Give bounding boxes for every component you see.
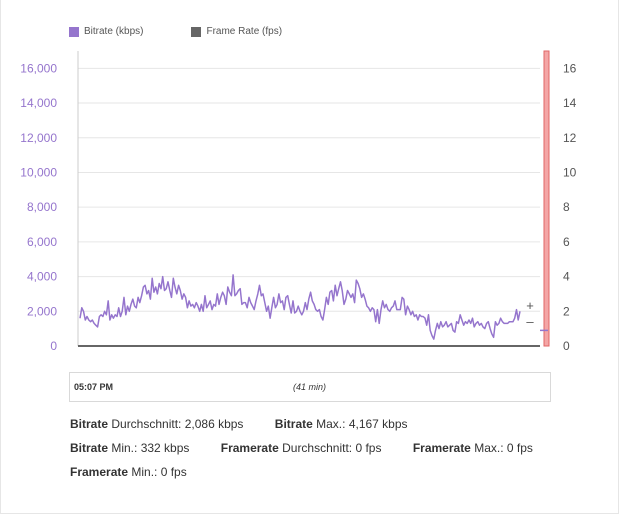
y-right-tick-label: 14 [563,96,577,110]
y-left-tick-label: 10,000 [20,165,57,179]
y-left-tick-label: 4,000 [27,270,57,284]
stat-value: 0 fps [160,465,187,479]
stat-key: Bitrate [70,417,109,431]
timeline-start-time: 05:07 PM [74,382,114,392]
legend-item-framerate[interactable]: Frame Rate (fps) [191,26,282,37]
stat-key: Bitrate [70,441,109,455]
stat-label: Max.: [312,417,349,431]
stat-bitrate-max: Bitrate Max.: 4,167 kbps [275,416,408,432]
zoom-in-button[interactable]: + [526,298,534,313]
stat-label: Durchschnitt: [108,417,185,431]
timeline-duration: (41 min) [293,382,327,392]
zoom-out-button[interactable]: – [526,314,534,329]
stat-label: Min.: [128,465,161,479]
framerate-swatch [191,26,202,37]
chart-legend: Bitrate (kbps) Frame Rate (fps) [69,26,282,37]
live-marker [543,50,550,347]
y-left-tick-label: 14,000 [20,96,57,110]
stat-bitrate-avg: Bitrate Durchschnitt: 2,086 kbps [70,416,243,432]
y-right-tick-label: 10 [563,165,577,179]
legend-label-framerate: Frame Rate (fps) [206,26,283,37]
stat-value: 332 kbps [140,441,190,455]
legend-label-bitrate: Bitrate (kbps) [84,26,144,37]
zoom-controls: + – [521,298,539,330]
stat-framerate-max: Framerate Max.: 0 fps [413,440,533,456]
bitrate-line [79,274,521,340]
stats-row: Bitrate Durchschnitt: 2,086 kbps Bitrate… [70,416,561,440]
stat-key: Framerate [220,441,279,455]
stat-label: Durchschnitt: [278,441,356,455]
y-left-tick-label: 6,000 [27,235,57,249]
legend-item-bitrate[interactable]: Bitrate (kbps) [69,26,143,37]
y-right-tick-label: 2 [563,304,570,318]
stat-framerate-min: Framerate Min.: 0 fps [70,464,187,480]
y-left-tick-label: 8,000 [27,200,57,214]
stat-key: Bitrate [274,417,313,431]
stat-value: 0 fps [355,441,382,455]
y-right-tick-label: 16 [563,61,577,75]
timeline-navigator[interactable]: 05:07 PM (41 min) [69,372,551,402]
y-left-tick-label: 2,000 [27,304,57,318]
stat-value: 4,167 kbps [348,417,408,431]
stat-bitrate-min: Bitrate Min.: 332 kbps [70,440,189,456]
y-right-tick-label: 6 [563,235,570,249]
y-right-tick-label: 12 [563,131,577,145]
stat-framerate-avg: Framerate Durchschnitt: 0 fps [221,440,382,456]
y-right-tick-label: 4 [563,270,570,284]
stats-row: Bitrate Min.: 332 kbps Framerate Durchsc… [70,440,561,464]
y-right-tick-label: 0 [563,339,570,353]
y-left-tick-label: 16,000 [20,61,57,75]
y-left-tick-label: 0 [50,339,57,353]
stat-key: Framerate [412,441,471,455]
stat-value: 0 fps [506,441,533,455]
stats-row: Framerate Min.: 0 fps [70,464,561,488]
stat-value: 2,086 kbps [184,417,244,431]
y-right-tick-label: 8 [563,200,570,214]
bitrate-swatch [69,26,79,37]
y-left-tick-label: 12,000 [20,131,57,145]
bitrate-chart: 0 2,000 4,000 6,000 8,000 10,000 12,000 14,000 1… [20,50,577,353]
stat-key: Framerate [70,465,129,479]
stat-label: Max.: [470,441,507,455]
stat-label: Min.: [108,441,141,455]
stats-summary: Bitrate Durchschnitt: 2,086 kbps Bitrate… [70,416,561,488]
